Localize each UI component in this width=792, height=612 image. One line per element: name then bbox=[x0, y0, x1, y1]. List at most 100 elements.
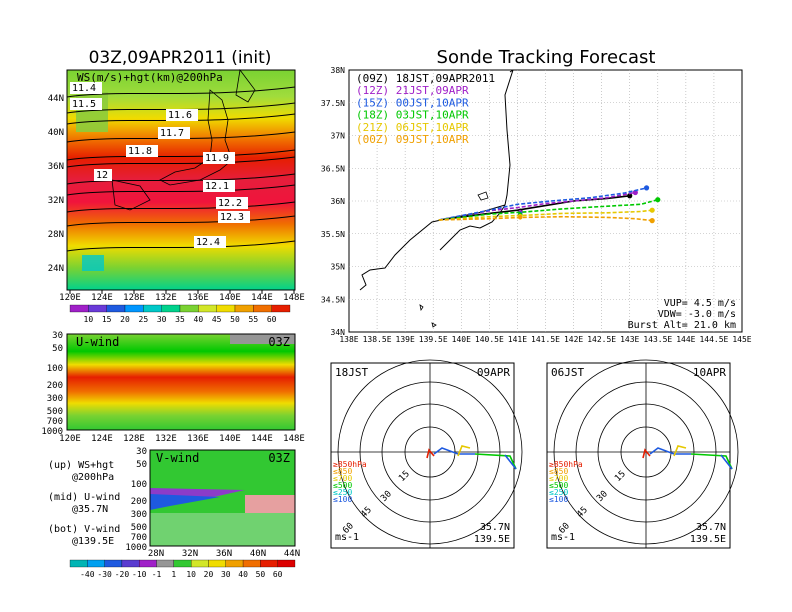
contour-label-bg bbox=[203, 180, 235, 192]
colorbar-tick-label: 40 bbox=[238, 570, 248, 579]
polar-unit: ms-1 bbox=[551, 532, 575, 543]
v-wind-red-band bbox=[245, 495, 295, 513]
x-tick-label: 141E bbox=[508, 335, 527, 344]
polar-lon: 139.5E bbox=[690, 534, 726, 545]
colorbar-tick-label: 60 bbox=[273, 570, 283, 579]
ws-contours: 11.4 11.5 11.6 11.7 11.8 11.9 12 12.1 12.2 12.3 12… bbox=[66, 82, 296, 252]
ws-map-panel: 11.4 11.5 11.6 11.7 11.8 11.9 12 12.1 12.2 12.3 12… bbox=[48, 69, 305, 324]
contour-label: 12.3 bbox=[220, 212, 244, 223]
contour-label-bg bbox=[126, 145, 158, 157]
pressure-tick-label: 200 bbox=[131, 497, 147, 507]
level-legend-entry: ≤100 bbox=[549, 495, 568, 504]
pressure-tick-label: 500 bbox=[131, 523, 147, 533]
footer-line: VDW= -3.0 m/s bbox=[658, 309, 736, 320]
lon-tick-label: 140E bbox=[219, 434, 241, 444]
contour-label: 11.6 bbox=[168, 110, 192, 121]
legend-note-title: (bot) V-wind bbox=[48, 524, 120, 535]
x-tick-label: 139E bbox=[396, 335, 415, 344]
polar-time: 06JST bbox=[551, 366, 584, 379]
colorbar-tick-label: 30 bbox=[221, 570, 231, 579]
lon-tick-label: 136E bbox=[187, 434, 209, 444]
contour-line bbox=[66, 113, 296, 125]
v-wind-gray-band bbox=[150, 513, 295, 546]
colorbar-swatch bbox=[156, 559, 174, 568]
lat-tick-label: 28N bbox=[148, 549, 164, 559]
colorbar-swatch bbox=[179, 304, 199, 313]
colorbar-swatch bbox=[88, 304, 107, 313]
pressure-tick-label: 100 bbox=[47, 364, 63, 374]
pressure-tick-label: 700 bbox=[47, 417, 63, 427]
polar-frame bbox=[546, 362, 731, 549]
colorbar-tick-label: -20 bbox=[115, 570, 130, 579]
hodograph-segment bbox=[426, 448, 435, 459]
colorbar-tick-label: 15 bbox=[102, 315, 112, 324]
y-tick-label: 37.5N bbox=[321, 99, 345, 108]
x-tick-label: 144.5E bbox=[699, 335, 728, 344]
lat-tick-label: 40N bbox=[48, 128, 64, 138]
lon-tick-label: 120E bbox=[59, 293, 81, 303]
hodograph-segment bbox=[474, 453, 517, 470]
contour-label-bg bbox=[70, 98, 102, 110]
colorbar-swatch bbox=[161, 304, 181, 313]
pressure-tick-label: 200 bbox=[47, 381, 63, 391]
x-tick-label: 141.5E bbox=[531, 335, 560, 344]
pressure-tick-label: 30 bbox=[52, 331, 63, 341]
pressure-tick-label: 50 bbox=[136, 460, 147, 470]
colorbar-tick-label: 50 bbox=[256, 570, 266, 579]
ws-lat-ticks: 44N 40N 36N 32N 28N 24N bbox=[48, 94, 64, 274]
ws-map-label: WS(m/s)+hgt(km)@200hPa bbox=[77, 71, 223, 84]
contour-line bbox=[66, 156, 296, 168]
pressure-tick-label: 30 bbox=[136, 447, 147, 457]
contour-label-bg bbox=[94, 169, 112, 181]
boso-peninsula bbox=[439, 204, 506, 251]
tracking-x-ticks: 138E 138.5E 139E 139.5E 140E 140.5E 141E 141.5E… bbox=[339, 335, 751, 344]
y-tick-label: 36.5N bbox=[321, 164, 345, 173]
polar-unit: ms-1 bbox=[335, 532, 359, 543]
colorbar-swatch bbox=[121, 559, 140, 568]
colorbar-tick-label: 40 bbox=[194, 315, 204, 324]
ws-map-blue-patch bbox=[82, 255, 104, 271]
colorbar-swatch bbox=[104, 559, 123, 568]
polar-frame bbox=[330, 362, 515, 549]
colorbar-tick-label: 20 bbox=[204, 570, 214, 579]
colorbar-swatch bbox=[208, 559, 226, 568]
legend-entry: (09Z) 18JST,09APR2011 bbox=[356, 72, 495, 85]
pressure-tick-label: 500 bbox=[47, 407, 63, 417]
colorbar-swatch bbox=[234, 304, 254, 313]
contour-label: 12.4 bbox=[196, 237, 220, 248]
landing-point bbox=[627, 193, 633, 199]
v-wind-lat-ticks: 28N 32N 36N 40N 44N bbox=[148, 549, 300, 559]
colorbar-tick-label: 55 bbox=[249, 315, 259, 324]
ws-map-frame bbox=[66, 69, 296, 291]
trajectory-line bbox=[438, 209, 653, 221]
lon-tick-label: 144E bbox=[251, 434, 273, 444]
contour-line bbox=[66, 201, 296, 213]
contour-label: 12 bbox=[96, 170, 108, 181]
colorbar-tick-label: 1 bbox=[171, 570, 176, 579]
colorbar-tick-label: 50 bbox=[230, 315, 240, 324]
legend-entry: (15Z) 00JST,10APR bbox=[356, 96, 469, 109]
lon-tick-label: 136E bbox=[187, 293, 209, 303]
level-legend-entry: ≤700 bbox=[333, 474, 352, 483]
contour-label: 12.2 bbox=[218, 198, 242, 209]
hodograph-segment bbox=[642, 448, 651, 459]
x-tick-label: 138.5E bbox=[363, 335, 392, 344]
pressure-tick-label: 100 bbox=[131, 480, 147, 490]
hodograph-segment bbox=[457, 445, 471, 457]
left-title: 03Z,09APR2011 (init) bbox=[89, 48, 272, 68]
level-legend-entry: ≥850hPa bbox=[549, 460, 583, 469]
level-legend-entry: ≤250 bbox=[333, 488, 352, 497]
contour-label: 11.7 bbox=[160, 128, 184, 139]
v-wind-label: V-wind bbox=[156, 451, 199, 465]
contour-label: 11.8 bbox=[128, 146, 152, 157]
v-wind-blue-wedge bbox=[150, 494, 220, 510]
burst-point bbox=[518, 215, 523, 220]
polar-time: 18JST bbox=[335, 366, 368, 379]
x-tick-label: 143E bbox=[620, 335, 639, 344]
tracking-legend: (09Z) 18JST,09APR2011(12Z) 21JST,09APR(1… bbox=[356, 72, 495, 146]
y-tick-label: 38N bbox=[331, 66, 346, 75]
japan-coastline bbox=[111, 69, 256, 211]
